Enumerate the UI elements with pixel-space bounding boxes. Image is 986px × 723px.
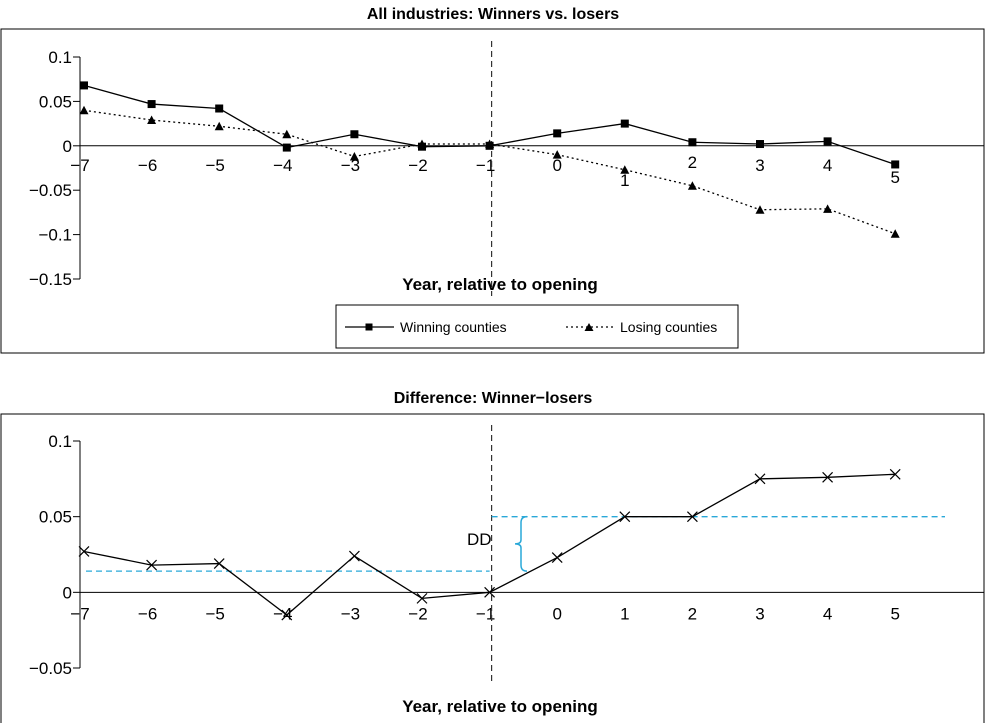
x-tick-label: −6 xyxy=(138,156,157,175)
bottom-x-axis-label: Year, relative to opening xyxy=(402,697,598,716)
data-point-triangle xyxy=(890,229,900,238)
x-tick-label: 1 xyxy=(620,171,629,190)
bottom-chart-frame xyxy=(0,413,985,723)
x-tick-label: −6 xyxy=(138,604,157,623)
top-legend: Winning counties Losing counties xyxy=(335,304,739,349)
data-point-triangle xyxy=(214,121,224,131)
data-point-triangle xyxy=(417,139,427,149)
data-point-triangle xyxy=(349,151,359,161)
top-x-axis-label: Year, relative to opening xyxy=(402,275,598,294)
x-tick-label: 5 xyxy=(890,168,899,187)
y-tick-label: 0.05 xyxy=(39,92,72,111)
y-tick-label: −0.1 xyxy=(38,226,72,245)
data-point-x xyxy=(484,586,496,598)
data-point-triangle xyxy=(552,150,562,159)
dd-annotation-label: DD xyxy=(467,530,492,549)
y-tick-label: 0.1 xyxy=(48,48,72,67)
legend-losing-marker xyxy=(584,323,594,331)
data-point-x xyxy=(822,471,834,483)
data-point-x xyxy=(754,473,766,485)
dd-brace xyxy=(514,515,528,572)
data-point-x xyxy=(619,511,631,523)
data-point-triangle xyxy=(620,165,630,174)
data-point-triangle xyxy=(147,115,157,125)
data-point-triangle xyxy=(755,205,765,214)
data-point-square xyxy=(282,143,291,152)
x-tick-label: 0 xyxy=(552,604,561,623)
legend-winning-label: Winning counties xyxy=(400,319,507,335)
data-point-square xyxy=(350,130,359,139)
y-tick-label: −0.15 xyxy=(29,270,72,289)
x-tick-label: −7 xyxy=(70,604,89,623)
x-tick-label: −2 xyxy=(408,156,427,175)
x-tick-label: −5 xyxy=(206,156,225,175)
y-tick-label: −0.05 xyxy=(29,659,72,678)
bottom-plot-area: 0.10.050−0.05−7 −6 −5 −4 −3 −2 −1 0 1 2 3 4 5 xyxy=(29,425,984,685)
x-tick-label: −1 xyxy=(476,156,495,175)
top-chart-title: All industries: Winners vs. losers xyxy=(367,6,619,23)
data-point-triangle xyxy=(485,139,495,149)
x-tick-label: 4 xyxy=(823,604,832,623)
x-tick-label: −3 xyxy=(341,604,360,623)
legend-winning-marker xyxy=(365,323,373,331)
bottom-chart-title: Difference: Winner−losers xyxy=(394,390,593,407)
x-tick-label: −4 xyxy=(273,156,292,175)
data-point-x xyxy=(348,550,360,562)
top-chart-frame xyxy=(0,28,985,354)
x-tick-label: 4 xyxy=(823,156,832,175)
series-line-0-0 xyxy=(83,84,896,166)
data-point-square xyxy=(553,129,562,138)
y-tick-label: 0.05 xyxy=(39,508,72,527)
data-point-triangle xyxy=(282,129,292,139)
data-point-x xyxy=(213,558,225,570)
data-point-x xyxy=(686,511,698,523)
data-point-square xyxy=(823,137,832,146)
data-point-square xyxy=(147,100,156,109)
x-tick-label: 5 xyxy=(890,604,899,623)
top-plot-area: 0.1 0.05 0 −0.05 −0.1 −0.15 −7 −6 −5 −4 −3 −2 −1 0 1 2 3… xyxy=(29,41,984,296)
data-point-triangle xyxy=(823,204,833,213)
y-tick-label: 0 xyxy=(63,137,72,156)
x-tick-label: −7 xyxy=(70,156,89,175)
x-tick-label: −5 xyxy=(206,604,225,623)
x-tick-label: 2 xyxy=(688,153,697,172)
x-tick-label: −3 xyxy=(341,156,360,175)
data-point-x xyxy=(281,609,293,621)
data-point-square xyxy=(215,104,224,113)
data-point-square xyxy=(891,160,900,169)
data-point-x xyxy=(889,468,901,480)
y-tick-label: −0.05 xyxy=(29,181,72,200)
x-tick-label: 1 xyxy=(620,604,629,623)
data-point-x xyxy=(146,559,158,571)
legend-box xyxy=(335,304,739,349)
legend-losing-label: Losing counties xyxy=(620,319,717,335)
data-point-x xyxy=(78,546,90,557)
y-tick-label: 0.1 xyxy=(48,432,72,451)
data-point-x xyxy=(551,552,563,563)
data-point-square xyxy=(688,138,697,147)
data-point-square xyxy=(80,81,88,90)
x-tick-label: 2 xyxy=(688,604,697,623)
x-tick-label: 3 xyxy=(755,604,764,623)
data-point-triangle xyxy=(79,105,89,115)
data-point-square xyxy=(620,119,629,128)
data-point-triangle xyxy=(687,181,697,190)
x-tick-label: −1 xyxy=(476,604,495,623)
y-tick-label: 0 xyxy=(63,583,72,602)
data-point-x xyxy=(416,592,428,604)
data-point-square xyxy=(756,140,764,149)
x-tick-label: 3 xyxy=(755,156,764,175)
x-tick-label: −2 xyxy=(408,604,427,623)
x-tick-label: 0 xyxy=(552,156,561,175)
